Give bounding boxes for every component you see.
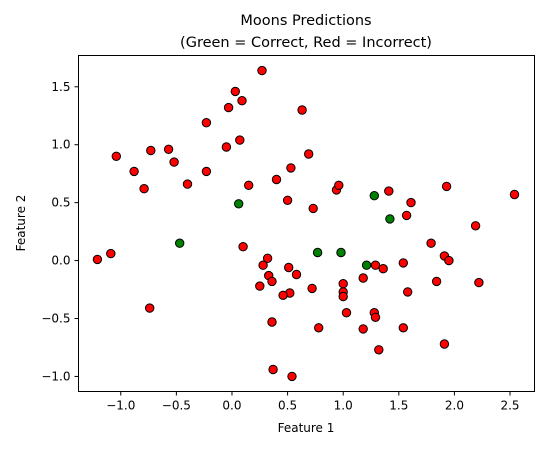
x-tick-label: 0.0 <box>222 399 241 413</box>
y-axis-ticks: −1.0 −0.5 0.0 0.5 1.0 1.5 <box>41 80 79 383</box>
correct-point <box>175 238 185 248</box>
incorrect-point <box>146 145 156 156</box>
incorrect-point <box>139 184 149 194</box>
incorrect-point <box>444 255 454 266</box>
incorrect-point <box>378 264 388 274</box>
incorrect-point <box>358 273 368 283</box>
incorrect-point <box>255 281 265 291</box>
y-tick-label: −0.5 <box>41 312 70 326</box>
incorrect-point <box>334 180 344 191</box>
incorrect-point <box>314 323 324 333</box>
y-tick-label: −1.0 <box>41 369 70 383</box>
x-tick-label: 1.0 <box>334 399 353 413</box>
incorrect-point <box>308 203 318 214</box>
y-axis-label: Feature 2 <box>14 195 28 252</box>
incorrect-point <box>384 186 394 196</box>
y-tick-label: 0.0 <box>51 254 70 268</box>
incorrect-point <box>182 179 193 189</box>
incorrect-point <box>304 149 314 159</box>
incorrect-point <box>201 118 212 128</box>
incorrect-point <box>223 102 234 113</box>
incorrect-point <box>92 254 103 265</box>
incorrect-point <box>235 135 245 145</box>
data-points <box>92 65 520 382</box>
incorrect-point <box>111 151 122 162</box>
incorrect-point <box>284 262 294 273</box>
incorrect-point <box>474 277 484 288</box>
incorrect-point <box>257 65 267 76</box>
x-tick-label: −0.5 <box>162 399 191 413</box>
chart-title: Moons Predictions <box>240 13 371 29</box>
x-tick-label: −1.0 <box>106 399 135 413</box>
x-axis-ticks: −1.0 −0.5 0.0 0.5 1.0 1.5 2.0 2.5 <box>106 391 520 413</box>
incorrect-point <box>509 189 520 200</box>
chart-subtitle: (Green = Correct, Red = Incorrect) <box>180 35 432 51</box>
incorrect-point <box>267 276 277 287</box>
incorrect-point <box>262 253 273 263</box>
incorrect-point <box>278 290 288 300</box>
y-tick-label: 1.0 <box>51 138 70 152</box>
incorrect-point <box>244 180 254 191</box>
incorrect-point <box>282 195 293 206</box>
incorrect-point <box>338 279 348 289</box>
incorrect-point <box>297 105 307 115</box>
incorrect-point <box>258 260 268 270</box>
y-tick-label: 1.5 <box>51 80 70 94</box>
incorrect-point <box>230 86 241 97</box>
incorrect-point <box>291 269 302 280</box>
correct-point <box>385 214 395 224</box>
incorrect-point <box>341 308 352 318</box>
incorrect-point <box>287 371 297 382</box>
x-axis-label: Feature 1 <box>278 421 335 435</box>
incorrect-point <box>439 339 450 349</box>
incorrect-point <box>238 242 248 252</box>
incorrect-point <box>358 324 368 334</box>
incorrect-point <box>401 210 412 221</box>
incorrect-point <box>201 166 212 177</box>
incorrect-point <box>163 144 174 155</box>
incorrect-point <box>338 291 348 302</box>
incorrect-point <box>370 260 381 270</box>
incorrect-point <box>307 283 317 294</box>
incorrect-point <box>406 197 416 208</box>
correct-point <box>361 260 372 270</box>
incorrect-point <box>426 238 436 248</box>
x-tick-label: 0.5 <box>278 399 297 413</box>
incorrect-point <box>441 181 452 192</box>
correct-point <box>369 191 379 201</box>
incorrect-point <box>470 221 481 231</box>
incorrect-point <box>370 312 381 322</box>
plot-frame <box>78 55 535 392</box>
x-tick-label: 2.5 <box>500 399 519 413</box>
x-tick-label: 2.0 <box>445 399 464 413</box>
y-tick-label: 0.5 <box>51 196 70 210</box>
correct-point <box>336 247 346 258</box>
incorrect-point <box>398 323 408 333</box>
x-tick-label: 1.5 <box>389 399 408 413</box>
correct-point <box>234 199 244 209</box>
incorrect-point <box>237 96 247 106</box>
incorrect-point <box>267 317 277 327</box>
incorrect-point <box>106 248 116 259</box>
incorrect-point <box>268 364 278 375</box>
correct-point <box>312 247 323 258</box>
incorrect-point <box>221 142 232 152</box>
incorrect-point <box>403 287 413 297</box>
incorrect-point <box>374 345 384 355</box>
incorrect-point <box>129 166 139 177</box>
incorrect-point <box>398 258 408 268</box>
incorrect-point <box>286 163 296 173</box>
incorrect-point <box>145 303 155 313</box>
incorrect-point <box>169 157 179 167</box>
incorrect-point <box>431 276 442 287</box>
incorrect-point <box>271 174 282 185</box>
